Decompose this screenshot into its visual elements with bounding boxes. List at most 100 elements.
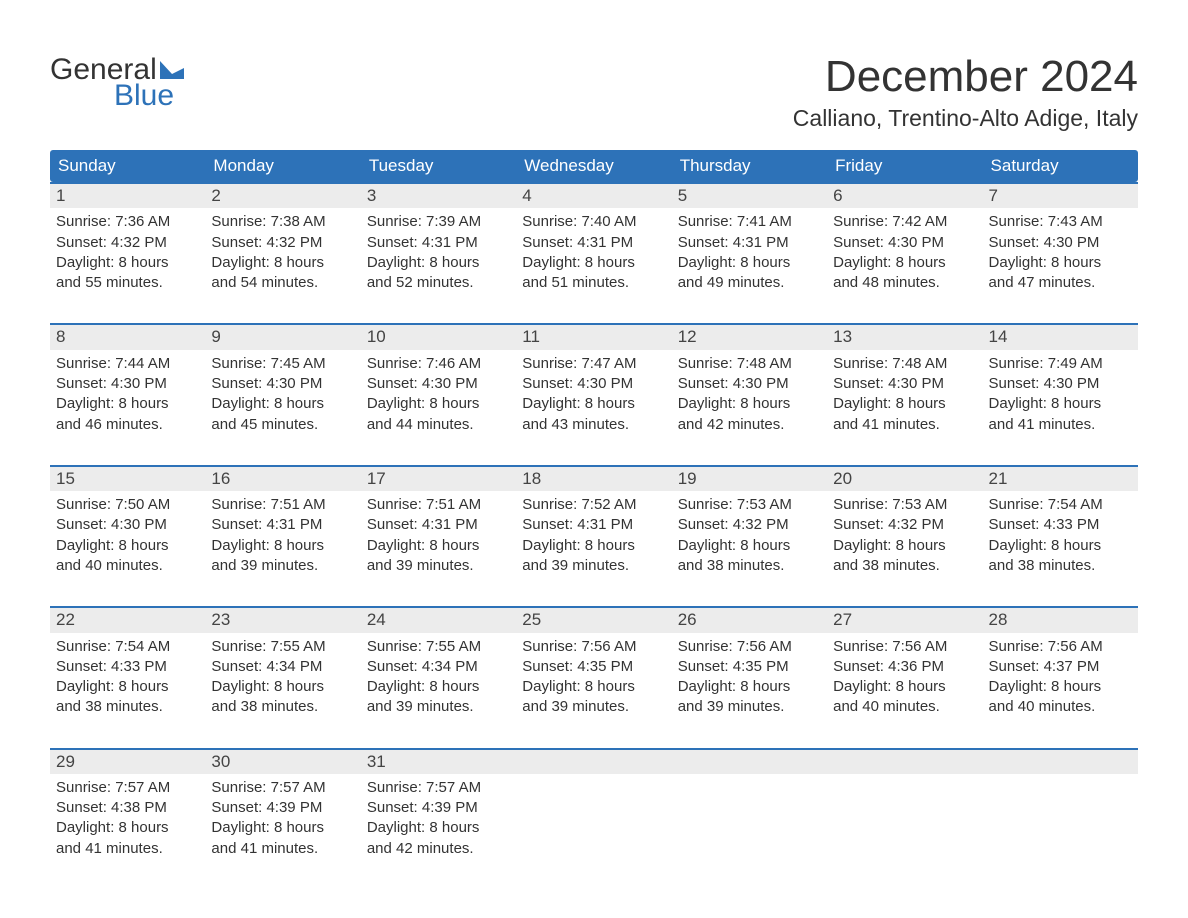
day-number: 28 (983, 608, 1138, 632)
sunset-line: Sunset: 4:36 PM (833, 657, 976, 677)
weekday-header-wednesday: Wednesday (516, 150, 671, 182)
daylight-line-1: Daylight: 8 hours (833, 677, 976, 697)
daylight-line-2: and 42 minutes. (678, 415, 821, 435)
sunrise-line: Sunrise: 7:52 AM (522, 495, 665, 515)
sunrise-line: Sunrise: 7:55 AM (367, 637, 510, 657)
calendar-day-cell: 15Sunrise: 7:50 AMSunset: 4:30 PMDayligh… (50, 467, 205, 592)
daylight-line-1: Daylight: 8 hours (678, 536, 821, 556)
day-body: Sunrise: 7:41 AMSunset: 4:31 PMDaylight:… (672, 208, 827, 309)
daylight-line-1: Daylight: 8 hours (833, 536, 976, 556)
sunset-line: Sunset: 4:30 PM (989, 374, 1132, 394)
calendar-day-cell: 10Sunrise: 7:46 AMSunset: 4:30 PMDayligh… (361, 325, 516, 450)
daylight-line-1: Daylight: 8 hours (56, 394, 199, 414)
calendar-day-cell: 6Sunrise: 7:42 AMSunset: 4:30 PMDaylight… (827, 184, 982, 309)
daylight-line-1: Daylight: 8 hours (56, 253, 199, 273)
day-body: Sunrise: 7:48 AMSunset: 4:30 PMDaylight:… (672, 350, 827, 451)
day-body: Sunrise: 7:53 AMSunset: 4:32 PMDaylight:… (672, 491, 827, 592)
day-number: 2 (205, 184, 360, 208)
daylight-line-2: and 39 minutes. (522, 697, 665, 717)
calendar-day-cell (983, 750, 1138, 875)
daylight-line-1: Daylight: 8 hours (989, 394, 1132, 414)
daylight-line-1: Daylight: 8 hours (211, 394, 354, 414)
calendar-day-cell: 14Sunrise: 7:49 AMSunset: 4:30 PMDayligh… (983, 325, 1138, 450)
daylight-line-2: and 44 minutes. (367, 415, 510, 435)
day-body: Sunrise: 7:49 AMSunset: 4:30 PMDaylight:… (983, 350, 1138, 451)
sunset-line: Sunset: 4:30 PM (833, 233, 976, 253)
day-body: Sunrise: 7:57 AMSunset: 4:39 PMDaylight:… (205, 774, 360, 875)
day-number: 6 (827, 184, 982, 208)
day-body: Sunrise: 7:39 AMSunset: 4:31 PMDaylight:… (361, 208, 516, 309)
calendar-week-row: 22Sunrise: 7:54 AMSunset: 4:33 PMDayligh… (50, 606, 1138, 733)
sunset-line: Sunset: 4:31 PM (522, 233, 665, 253)
calendar-grid: Sunday Monday Tuesday Wednesday Thursday… (50, 150, 1138, 875)
daylight-line-2: and 41 minutes. (833, 415, 976, 435)
calendar-day-cell: 20Sunrise: 7:53 AMSunset: 4:32 PMDayligh… (827, 467, 982, 592)
sunset-line: Sunset: 4:30 PM (989, 233, 1132, 253)
weekday-header-monday: Monday (205, 150, 360, 182)
sunset-line: Sunset: 4:31 PM (367, 515, 510, 535)
day-body: Sunrise: 7:55 AMSunset: 4:34 PMDaylight:… (205, 633, 360, 734)
day-body: Sunrise: 7:54 AMSunset: 4:33 PMDaylight:… (983, 491, 1138, 592)
calendar-day-cell: 29Sunrise: 7:57 AMSunset: 4:38 PMDayligh… (50, 750, 205, 875)
day-body: Sunrise: 7:44 AMSunset: 4:30 PMDaylight:… (50, 350, 205, 451)
calendar-week-row: 8Sunrise: 7:44 AMSunset: 4:30 PMDaylight… (50, 323, 1138, 450)
day-body: Sunrise: 7:40 AMSunset: 4:31 PMDaylight:… (516, 208, 671, 309)
daylight-line-2: and 38 minutes. (211, 697, 354, 717)
calendar-day-cell: 31Sunrise: 7:57 AMSunset: 4:39 PMDayligh… (361, 750, 516, 875)
location-subtitle: Calliano, Trentino-Alto Adige, Italy (793, 105, 1138, 132)
sunrise-line: Sunrise: 7:50 AM (56, 495, 199, 515)
calendar-day-cell: 16Sunrise: 7:51 AMSunset: 4:31 PMDayligh… (205, 467, 360, 592)
daylight-line-2: and 39 minutes. (678, 697, 821, 717)
daylight-line-1: Daylight: 8 hours (367, 677, 510, 697)
day-number: 11 (516, 325, 671, 349)
day-body: Sunrise: 7:53 AMSunset: 4:32 PMDaylight:… (827, 491, 982, 592)
daylight-line-1: Daylight: 8 hours (989, 536, 1132, 556)
sunrise-line: Sunrise: 7:57 AM (56, 778, 199, 798)
sunset-line: Sunset: 4:33 PM (56, 657, 199, 677)
daylight-line-1: Daylight: 8 hours (989, 253, 1132, 273)
sunrise-line: Sunrise: 7:48 AM (678, 354, 821, 374)
sunrise-line: Sunrise: 7:36 AM (56, 212, 199, 232)
day-body: Sunrise: 7:48 AMSunset: 4:30 PMDaylight:… (827, 350, 982, 451)
day-number: 24 (361, 608, 516, 632)
sunset-line: Sunset: 4:37 PM (989, 657, 1132, 677)
day-number: 29 (50, 750, 205, 774)
calendar-day-cell (516, 750, 671, 875)
day-number: 10 (361, 325, 516, 349)
calendar-day-cell: 22Sunrise: 7:54 AMSunset: 4:33 PMDayligh… (50, 608, 205, 733)
daylight-line-1: Daylight: 8 hours (833, 253, 976, 273)
calendar-day-cell: 25Sunrise: 7:56 AMSunset: 4:35 PMDayligh… (516, 608, 671, 733)
sunrise-line: Sunrise: 7:53 AM (678, 495, 821, 515)
sunrise-line: Sunrise: 7:40 AM (522, 212, 665, 232)
daylight-line-2: and 41 minutes. (211, 839, 354, 859)
day-number: 27 (827, 608, 982, 632)
calendar-day-cell: 27Sunrise: 7:56 AMSunset: 4:36 PMDayligh… (827, 608, 982, 733)
sunset-line: Sunset: 4:34 PM (211, 657, 354, 677)
page-header: General Blue December 2024 Calliano, Tre… (50, 55, 1138, 132)
sunset-line: Sunset: 4:31 PM (367, 233, 510, 253)
daylight-line-2: and 40 minutes. (833, 697, 976, 717)
calendar-day-cell (672, 750, 827, 875)
day-body: Sunrise: 7:54 AMSunset: 4:33 PMDaylight:… (50, 633, 205, 734)
daylight-line-2: and 38 minutes. (833, 556, 976, 576)
sunset-line: Sunset: 4:39 PM (211, 798, 354, 818)
sunrise-line: Sunrise: 7:57 AM (367, 778, 510, 798)
calendar-day-cell (827, 750, 982, 875)
sunrise-line: Sunrise: 7:51 AM (211, 495, 354, 515)
daylight-line-2: and 39 minutes. (522, 556, 665, 576)
day-number: 3 (361, 184, 516, 208)
day-body: Sunrise: 7:36 AMSunset: 4:32 PMDaylight:… (50, 208, 205, 309)
sunset-line: Sunset: 4:32 PM (678, 515, 821, 535)
sunrise-line: Sunrise: 7:47 AM (522, 354, 665, 374)
sunset-line: Sunset: 4:30 PM (833, 374, 976, 394)
daylight-line-2: and 48 minutes. (833, 273, 976, 293)
sunrise-line: Sunrise: 7:56 AM (989, 637, 1132, 657)
day-number: 20 (827, 467, 982, 491)
day-body: Sunrise: 7:56 AMSunset: 4:37 PMDaylight:… (983, 633, 1138, 734)
sunset-line: Sunset: 4:30 PM (211, 374, 354, 394)
calendar-day-cell: 26Sunrise: 7:56 AMSunset: 4:35 PMDayligh… (672, 608, 827, 733)
day-number: 13 (827, 325, 982, 349)
day-number (672, 750, 827, 774)
daylight-line-1: Daylight: 8 hours (989, 677, 1132, 697)
day-body: Sunrise: 7:51 AMSunset: 4:31 PMDaylight:… (361, 491, 516, 592)
